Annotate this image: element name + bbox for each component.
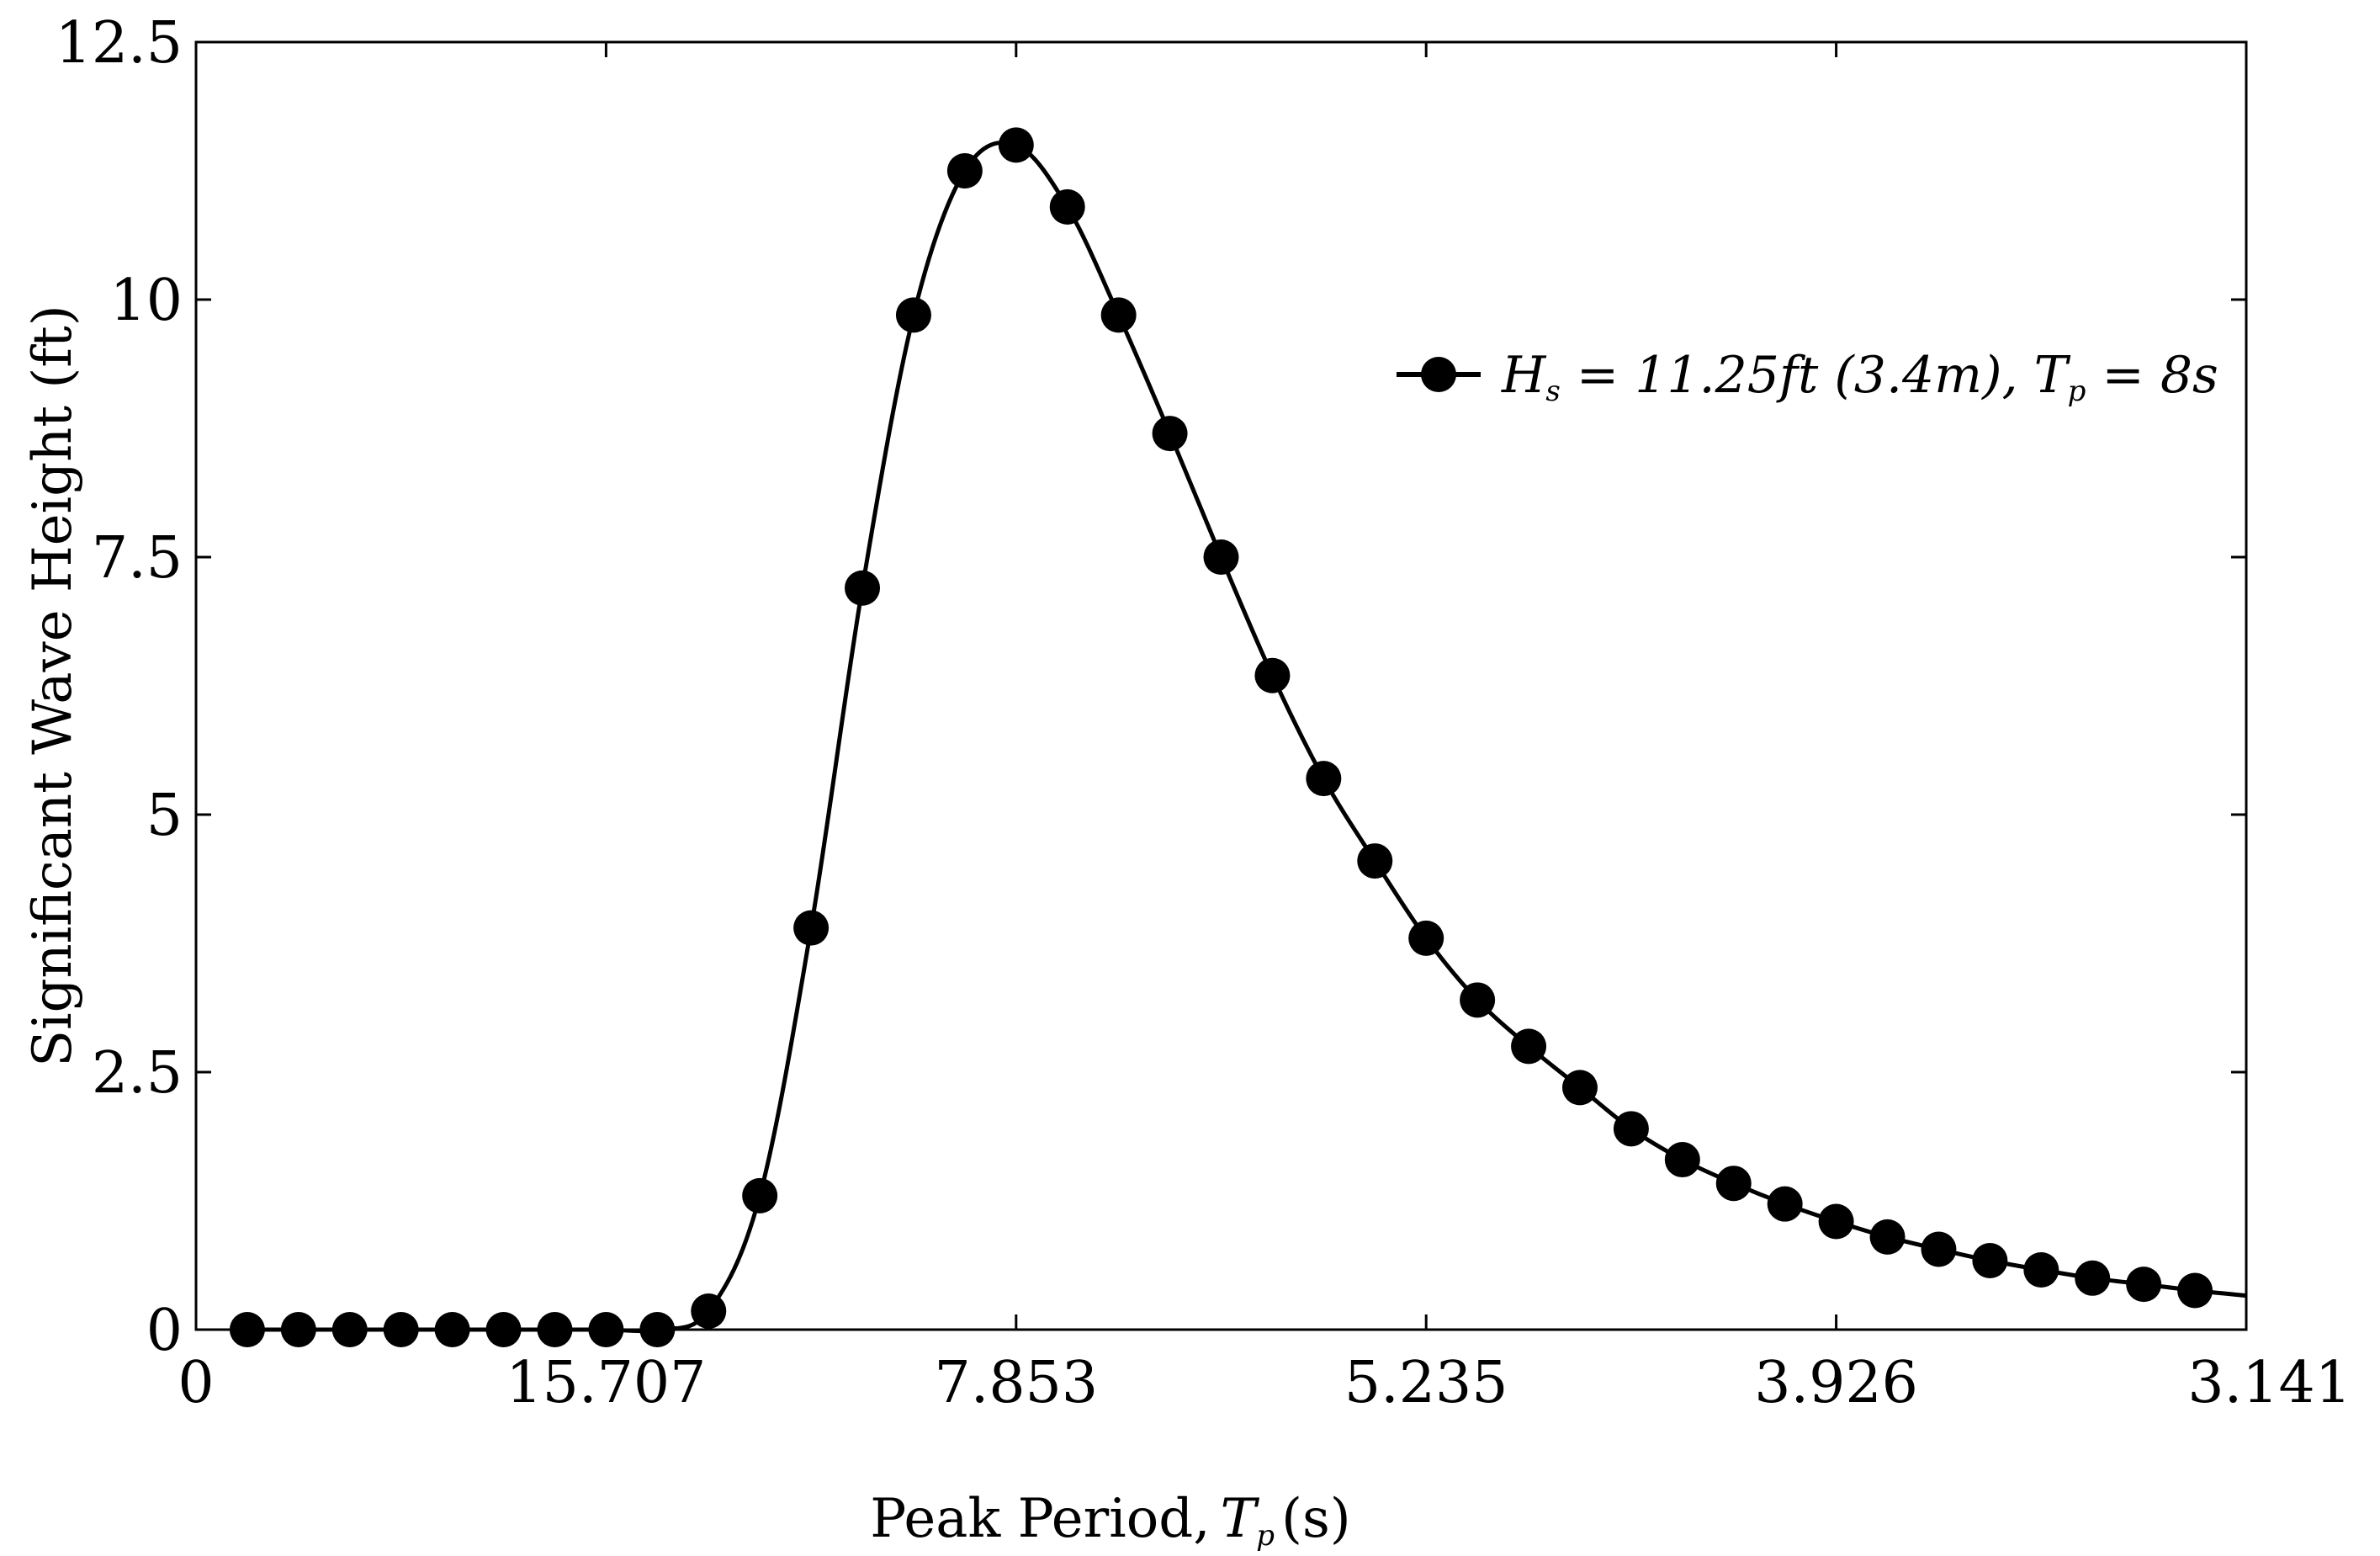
y-tick-label: 12.5 [56,10,183,77]
data-point [1357,843,1393,879]
data-point [331,1312,368,1347]
data-point [793,910,830,946]
legend-text: Hs = 11.25ft (3.4m), Tp = 8s [1501,346,2218,408]
legend-marker [1421,357,1456,392]
data-point [383,1312,419,1347]
plot-area [194,40,2248,1331]
data-point [2023,1252,2059,1288]
data-point [1869,1219,1906,1255]
data-point [1921,1231,1957,1267]
data-point [588,1312,624,1347]
data-point [1715,1166,1752,1202]
axis-ticks [194,40,2248,1331]
data-point [1818,1203,1854,1240]
x-tick-label: 3.141 [2187,1350,2351,1416]
data-point [1511,1028,1547,1065]
data-point [1613,1111,1649,1147]
data-point [434,1312,470,1347]
y-tick-label: 5 [146,783,183,849]
data-point [998,127,1034,163]
data-point [1408,920,1444,956]
data-point [1306,761,1342,797]
data-point [845,570,881,606]
data-point [229,1312,265,1347]
data-point [2177,1272,2213,1309]
data-point [1254,657,1291,693]
legend: Hs = 11.25ft (3.4m), Tp = 8s [1397,346,2218,408]
data-point [1203,539,1239,575]
data-point [946,153,983,189]
x-tick-label: 5.235 [1344,1350,1508,1416]
data-point [1460,982,1496,1018]
data-point [691,1293,727,1329]
data-point [742,1177,778,1213]
data-point [1152,416,1188,452]
data-point [1767,1186,1803,1222]
y-tick-label: 2.5 [92,1040,183,1107]
data-point [1049,189,1085,225]
series-layer [229,127,2247,1347]
y-tick-label: 7.5 [92,525,183,592]
data-point [1664,1142,1700,1178]
series-line [246,140,2247,1334]
data-point [485,1312,522,1347]
y-axis-title: Significant Wave Height (ft) [22,305,84,1066]
x-tick-label: 7.853 [934,1350,1098,1416]
axis-tick-labels: 0 2.5 5 7.5 10 12.5 0 15.707 7.853 5.235 3.926 3.14… [56,10,2351,1416]
data-point [280,1312,316,1347]
x-tick-label: 15.707 [506,1350,706,1416]
x-axis-title: Peak Period, Tp (s) [870,1488,1351,1553]
data-point [895,297,931,333]
data-point [2126,1267,2162,1303]
data-point [537,1312,573,1347]
x-tick-label: 3.926 [1754,1350,1918,1416]
y-tick-label: 10 [109,268,183,334]
data-point [639,1312,676,1347]
data-point [2075,1260,2111,1296]
data-point [1100,297,1137,333]
data-point [1561,1070,1598,1106]
y-tick-label: 0 [146,1298,183,1364]
x-tick-label: 0 [178,1350,214,1416]
data-point [1972,1242,2008,1278]
